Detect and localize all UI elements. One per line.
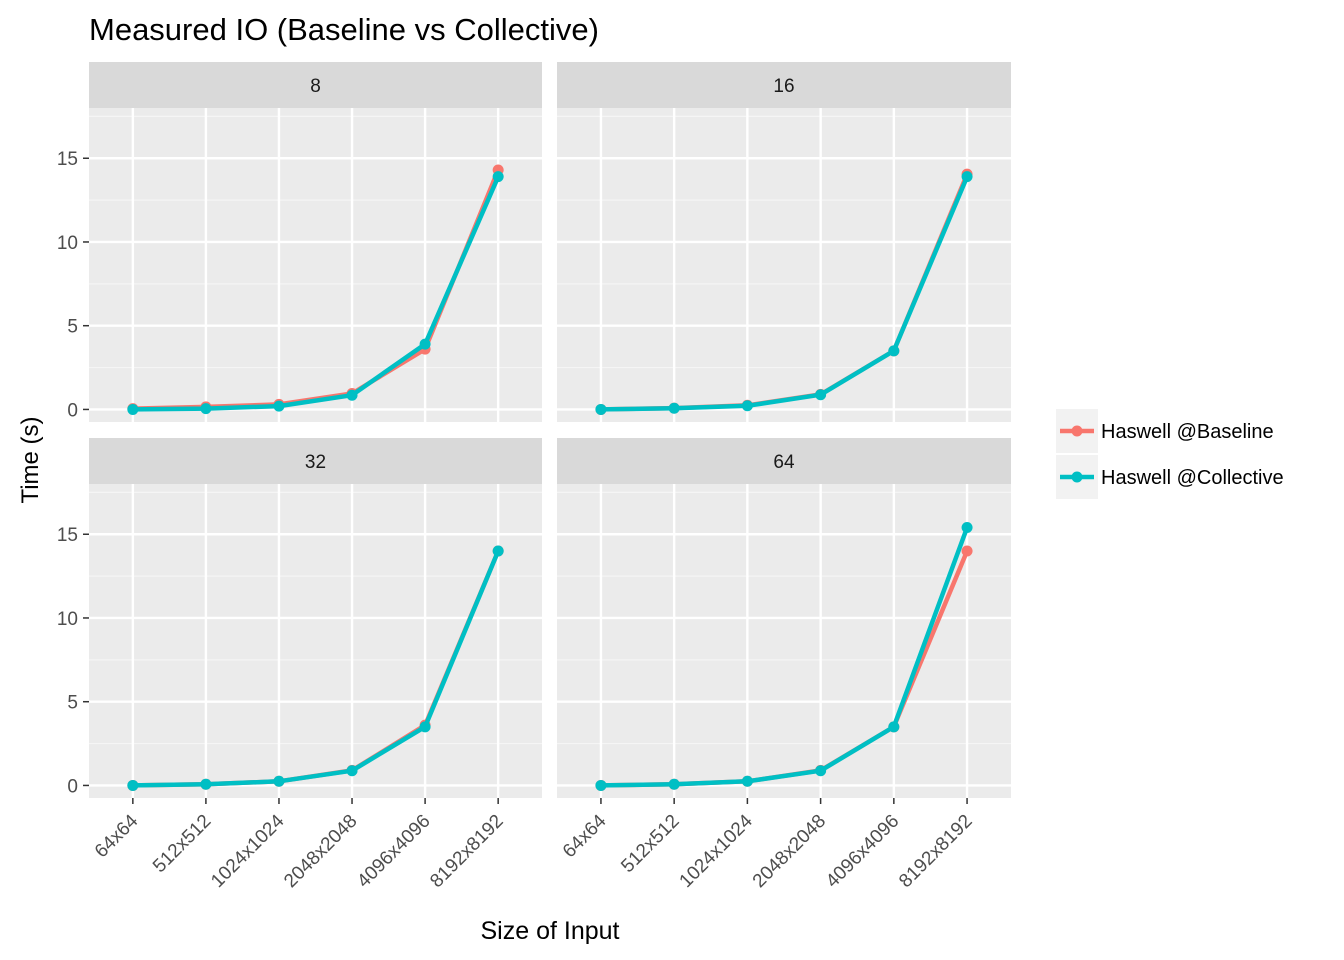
data-point bbox=[419, 721, 431, 733]
series-line-haswell-collective bbox=[598, 525, 970, 788]
x-axis-title: Size of Input bbox=[481, 917, 620, 945]
x-tick-label: 4096x4096 bbox=[822, 811, 903, 892]
y-axis-title: Time (s) bbox=[17, 416, 44, 503]
facet-panel-32: 32 0 5 10 15 64x64 512x5121024x10242048x204840… bbox=[57, 438, 542, 892]
series-line-haswell-collective bbox=[598, 174, 970, 412]
y-tick-label: 0 bbox=[67, 776, 78, 797]
data-point bbox=[815, 389, 827, 401]
data-point bbox=[888, 345, 900, 357]
x-tick-label: 2048x2048 bbox=[749, 811, 830, 892]
data-point bbox=[346, 765, 358, 777]
x-tick-label: 8192x8192 bbox=[426, 811, 507, 892]
legend: Haswell @Baseline Haswell @Collective bbox=[1056, 409, 1284, 499]
data-point bbox=[492, 545, 504, 557]
x-tick-label: 512x512 bbox=[617, 811, 683, 877]
panel-background bbox=[89, 484, 542, 798]
data-point bbox=[200, 403, 212, 415]
data-point bbox=[888, 721, 900, 733]
facet-strip-label: 32 bbox=[305, 452, 326, 473]
x-tick-label: 64x64 bbox=[91, 810, 143, 862]
data-point bbox=[668, 778, 680, 790]
facet-strip bbox=[557, 438, 1011, 484]
data-point bbox=[595, 779, 607, 791]
data-point bbox=[961, 171, 973, 183]
y-tick-label: 10 bbox=[57, 233, 78, 254]
data-point bbox=[273, 400, 285, 412]
panel-background bbox=[89, 108, 542, 422]
facet-panel-16: 16 bbox=[557, 62, 1011, 422]
data-point bbox=[668, 402, 680, 414]
facet-strip bbox=[89, 62, 542, 108]
x-tick-label: 64x64 bbox=[559, 810, 611, 862]
series-line-haswell-collective bbox=[130, 174, 501, 412]
data-point bbox=[741, 775, 753, 787]
series-line-haswell-collective bbox=[130, 548, 501, 788]
facet-strip bbox=[557, 62, 1011, 108]
data-point bbox=[346, 389, 358, 401]
x-tick-label: 2048x2048 bbox=[280, 811, 361, 892]
facet-strip-label: 16 bbox=[773, 76, 794, 97]
legend-label: Haswell @Baseline bbox=[1101, 421, 1274, 443]
data-point bbox=[741, 400, 753, 412]
x-tick-label: 1024x1024 bbox=[676, 810, 758, 892]
facet-strip-label: 8 bbox=[310, 76, 321, 97]
x-tick-label: 1024x1024 bbox=[207, 810, 289, 892]
data-point bbox=[961, 522, 973, 534]
x-tick-label: 8192x8192 bbox=[895, 811, 976, 892]
data-point bbox=[273, 775, 285, 787]
data-point bbox=[200, 778, 212, 790]
data-point bbox=[961, 545, 973, 557]
x-tick-label: 4096x4096 bbox=[353, 811, 434, 892]
facet-strip-label: 64 bbox=[773, 452, 795, 473]
y-tick-label: 15 bbox=[57, 525, 78, 546]
facet-strip bbox=[89, 438, 542, 484]
panel-background bbox=[557, 484, 1011, 798]
data-point bbox=[127, 779, 139, 791]
legend-key-point bbox=[1071, 471, 1083, 483]
facet-panel-64: 64 64x64 512x5121024x10242048x20484096x409… bbox=[557, 438, 1011, 892]
y-tick-label: 15 bbox=[57, 149, 78, 170]
legend-key-point bbox=[1071, 425, 1083, 437]
y-tick-label: 5 bbox=[67, 317, 78, 338]
data-point bbox=[595, 403, 607, 415]
chart-title: Measured IO (Baseline vs Collective) bbox=[89, 12, 599, 47]
data-point bbox=[419, 338, 431, 350]
x-tick-label: 512x512 bbox=[149, 811, 215, 877]
data-point bbox=[127, 403, 139, 415]
data-point bbox=[492, 171, 504, 183]
facet-panel-8: 8 0 5 10 15 bbox=[57, 62, 542, 422]
y-tick-label: 0 bbox=[67, 400, 78, 421]
data-point bbox=[815, 765, 827, 777]
y-tick-label: 5 bbox=[67, 693, 78, 714]
panel-background bbox=[557, 108, 1011, 422]
y-tick-label: 10 bbox=[57, 609, 78, 630]
legend-label: Haswell @Collective bbox=[1101, 467, 1284, 489]
